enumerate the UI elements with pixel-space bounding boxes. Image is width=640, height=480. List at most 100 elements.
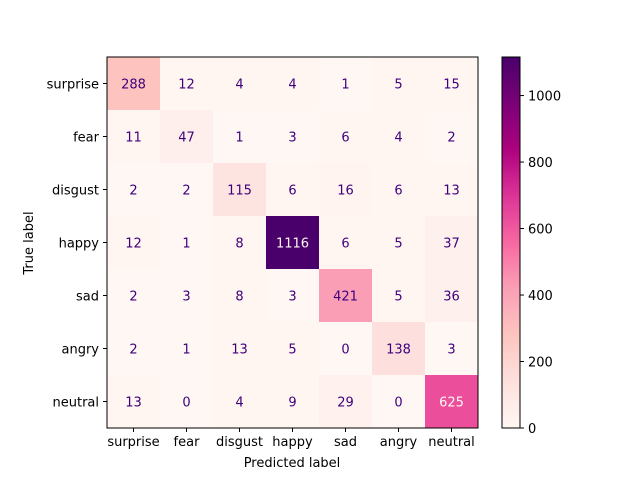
cell-value-label: 3	[182, 290, 190, 305]
cell-value-label: 16	[337, 184, 354, 199]
heatmap-cell	[319, 57, 372, 110]
heatmap-cell	[319, 322, 372, 375]
heatmap-cells	[107, 57, 478, 428]
colorbar-tick-label: 800	[528, 156, 553, 171]
heatmap-cell	[213, 322, 266, 375]
heatmap-cell	[372, 269, 425, 322]
cell-value-label: 13	[125, 396, 142, 411]
heatmap-cell	[107, 269, 160, 322]
cell-value-label: 8	[235, 290, 243, 305]
y-tick-label: neutral	[53, 396, 100, 411]
cell-value-label: 1	[182, 343, 190, 358]
y-tick-label: happy	[59, 237, 100, 252]
x-tick-label: neutral	[428, 435, 475, 450]
heatmap-cell	[372, 322, 425, 375]
heatmap-cell	[319, 216, 372, 269]
heatmap-cell	[372, 57, 425, 110]
cell-value-label: 6	[341, 131, 349, 146]
heatmap-axes: surprise fear disgust happy sad angry neutral s…	[47, 56, 479, 450]
cell-value-label: 3	[288, 131, 296, 146]
cell-value-label: 3	[288, 290, 296, 305]
heatmap-cell	[319, 110, 372, 163]
cell-value-label: 8	[235, 237, 243, 252]
heatmap-cell	[372, 216, 425, 269]
y-tick-label: angry	[62, 343, 100, 358]
cell-value-label: 12	[125, 237, 142, 252]
cell-value-label: 13	[231, 343, 248, 358]
heatmap-cell	[372, 163, 425, 216]
cell-value-label: 138	[386, 343, 411, 358]
heatmap-cell	[107, 216, 160, 269]
cell-value-label: 0	[182, 396, 190, 411]
cell-value-label: 2	[182, 184, 190, 199]
cell-value-label: 36	[443, 290, 460, 305]
cell-value-label: 1	[182, 237, 190, 252]
cell-value-label: 2	[129, 343, 137, 358]
cell-value-label: 0	[394, 396, 402, 411]
cell-value-label: 4	[288, 78, 296, 93]
cell-value-label: 0	[341, 343, 349, 358]
heatmap-cell	[425, 269, 478, 322]
heatmap-cell	[266, 57, 319, 110]
cell-value-label: 13	[443, 184, 460, 199]
cell-value-label: 1116	[276, 237, 309, 252]
colorbar-tick-label: 1000	[528, 90, 561, 105]
heatmap-cell	[266, 269, 319, 322]
cell-value-label: 2	[129, 290, 137, 305]
cell-value-label: 5	[288, 343, 296, 358]
x-axis-label: Predicted label	[244, 456, 341, 471]
cell-value-label: 29	[337, 396, 354, 411]
cell-value-label: 421	[333, 290, 358, 305]
heatmap-cell	[107, 375, 160, 428]
cell-value-label: 37	[443, 237, 460, 252]
heatmap-cell	[160, 375, 213, 428]
cell-value-label: 5	[394, 78, 402, 93]
heatmap-cell	[213, 216, 266, 269]
heatmap-cell	[425, 57, 478, 110]
heatmap-cell	[372, 110, 425, 163]
colorbar-tick-label: 200	[528, 356, 553, 371]
cell-value-label: 9	[288, 396, 296, 411]
x-tick-label: surprise	[107, 435, 159, 450]
cell-value-label: 5	[394, 237, 402, 252]
heatmap-cell	[266, 216, 319, 269]
heatmap-cell	[213, 269, 266, 322]
y-tick-label: sad	[76, 290, 99, 305]
cell-value-label: 6	[341, 237, 349, 252]
heatmap-cell	[160, 216, 213, 269]
cell-value-label: 6	[394, 184, 402, 199]
colorbar-gradient	[501, 56, 521, 429]
heatmap-cell	[213, 163, 266, 216]
cell-value-label: 6	[288, 184, 296, 199]
heatmap-cell	[213, 110, 266, 163]
heatmap-cell	[160, 269, 213, 322]
heatmap-cell	[107, 322, 160, 375]
x-tick-label: fear	[174, 435, 201, 450]
cell-value-label: 2	[129, 184, 137, 199]
cell-value-label: 5	[394, 290, 402, 305]
cell-value-label: 11	[125, 131, 142, 146]
heatmap-cell	[160, 322, 213, 375]
heatmap-cell	[160, 110, 213, 163]
heatmap-cell	[107, 110, 160, 163]
x-tick-label: angry	[380, 435, 418, 450]
y-tick-label: disgust	[52, 184, 99, 199]
heatmap-cell	[213, 57, 266, 110]
y-tick-label: fear	[73, 131, 100, 146]
cell-value-label: 3	[447, 343, 455, 358]
cell-value-label: 115	[227, 184, 252, 199]
heatmap-cell	[319, 163, 372, 216]
heatmap-cell	[160, 57, 213, 110]
heatmap-cell	[107, 163, 160, 216]
cell-value-label: 4	[235, 78, 243, 93]
x-tick-label: sad	[334, 435, 357, 450]
heatmap-cell	[266, 322, 319, 375]
cell-value-label: 288	[121, 78, 146, 93]
y-axis-label: True label	[22, 211, 37, 275]
colorbar-tick-label: 0	[528, 422, 536, 437]
cell-value-label: 1	[235, 131, 243, 146]
cell-value-label: 12	[178, 78, 195, 93]
colorbar-tick-label: 600	[528, 223, 553, 238]
